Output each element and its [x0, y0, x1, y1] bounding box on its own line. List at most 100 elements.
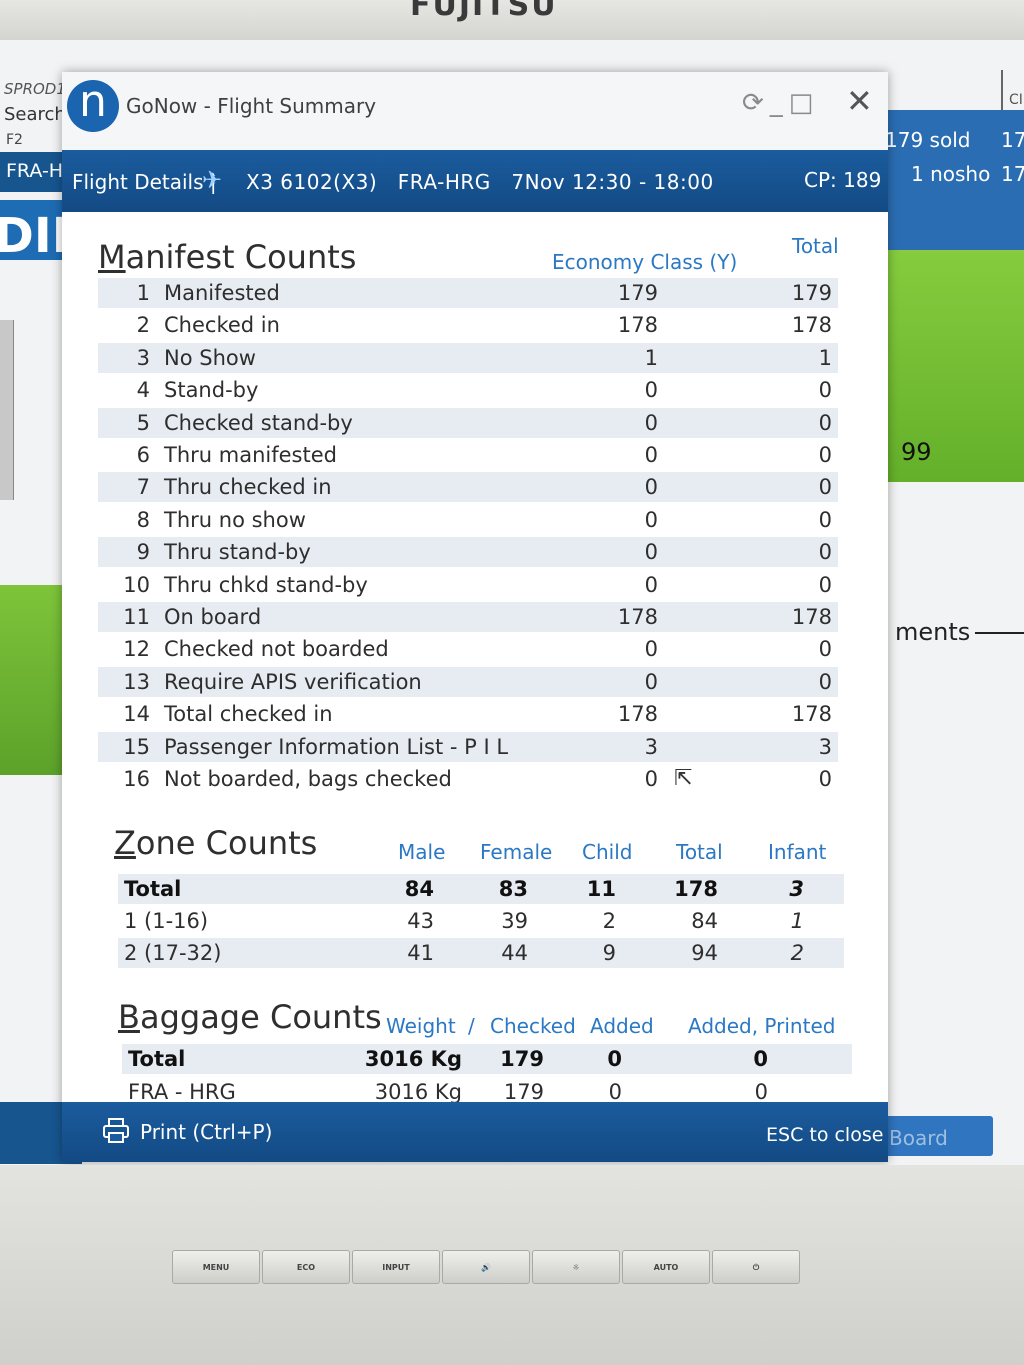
- col-total: Total: [792, 234, 839, 258]
- economy-value: 0: [644, 669, 658, 694]
- bg-route-bar: [0, 152, 70, 192]
- baggage-added-printed-value: 0: [754, 1080, 768, 1104]
- bg-board-button[interactable]: [885, 1116, 993, 1156]
- row-number: 7: [136, 475, 150, 500]
- col-weight: Weight: [386, 1014, 456, 1038]
- zone-child-value: 2: [602, 909, 616, 933]
- col-child: Child: [582, 840, 633, 864]
- row-label: Require APIS verification: [164, 669, 422, 694]
- col-separator: /: [468, 1014, 475, 1038]
- window-controls: ⟳_□: [742, 88, 819, 118]
- zone-male-value: 41: [407, 941, 434, 965]
- col-economy-class: Economy Class (Y): [552, 250, 738, 274]
- monitor-brand-logo: FUJITSU: [410, 0, 558, 23]
- row-label: Checked not boarded: [164, 637, 389, 662]
- total-value: 0: [818, 540, 832, 565]
- table-row: [122, 1044, 852, 1074]
- row-label: Stand-by: [164, 378, 259, 403]
- table-row: [98, 731, 838, 762]
- total-value: 0: [818, 767, 832, 791]
- monitor-button[interactable]: ☼: [532, 1250, 620, 1284]
- bg-environment-label: SPROD1: [4, 80, 66, 98]
- refresh-icon[interactable]: ⟳: [742, 88, 770, 118]
- monitor-button[interactable]: AUTO: [622, 1250, 710, 1284]
- printer-icon[interactable]: [102, 1118, 130, 1144]
- baggage-label: Total: [128, 1047, 186, 1071]
- bg-banner: [0, 200, 70, 260]
- row-number: 15: [123, 734, 150, 759]
- zone-female-value: 39: [501, 909, 528, 933]
- close-icon[interactable]: ✕: [846, 82, 873, 120]
- zone-infant-value: 2: [790, 941, 804, 965]
- row-number: 6: [136, 443, 150, 467]
- flight-details-bar: Flight Details | ✈ X3 6102(X3) FRA-HRG 7…: [62, 150, 888, 212]
- monitor-button[interactable]: INPUT: [352, 1250, 440, 1284]
- total-value: 0: [818, 443, 832, 467]
- screen: SPROD1 Search F2 FRA-H DIN CI 179 sold 1…: [0, 40, 1024, 1165]
- bg-stats-panel: [885, 110, 1024, 250]
- manifest-counts-title: Manifest Counts: [98, 238, 357, 276]
- table-row: [98, 278, 838, 308]
- row-label: Thru no show: [164, 507, 306, 532]
- row-label: Thru manifested: [164, 443, 337, 467]
- baggage-added-printed-value: 0: [753, 1047, 768, 1071]
- baggage-checked-value: 179: [500, 1047, 544, 1071]
- row-number: 12: [123, 637, 150, 662]
- bg-f2-hint: F2: [6, 132, 23, 148]
- bg-divider: [1001, 70, 1003, 110]
- zone-label: 2 (17-32): [124, 941, 222, 965]
- total-value: 178: [791, 313, 832, 338]
- monitor-button[interactable]: 🔊: [442, 1250, 530, 1284]
- table-row: [98, 407, 838, 438]
- col-female: Female: [480, 840, 553, 864]
- economy-value: 0: [644, 443, 658, 467]
- economy-value: 3: [644, 734, 658, 759]
- bg-sold-number: 17: [1001, 128, 1024, 152]
- background-app-right: CI 179 sold 17 1 nosho 17 99 ments Board: [885, 40, 1024, 1165]
- flight-datetime: 7Nov 12:30 - 18:00: [511, 170, 714, 194]
- zone-male-value: 43: [407, 909, 434, 933]
- baggage-weight-value: 3016 Kg: [364, 1047, 462, 1071]
- table-row: [98, 342, 838, 373]
- zone-child-value: 11: [586, 877, 616, 901]
- monitor-button[interactable]: ⏻: [712, 1250, 800, 1284]
- table-row: [118, 938, 844, 968]
- monitor-button[interactable]: ECO: [262, 1250, 350, 1284]
- minimize-icon[interactable]: _: [769, 88, 789, 118]
- zone-total-value: 94: [691, 941, 718, 965]
- zone-label: 1 (1-16): [124, 909, 209, 933]
- mouse-cursor-icon: ⇱: [674, 766, 693, 791]
- economy-value: 0: [644, 507, 658, 532]
- bg-noshow-count: 1 nosho: [911, 162, 991, 186]
- col-male: Male: [398, 840, 446, 864]
- row-label: Thru chkd stand-by: [164, 572, 368, 597]
- gonow-logo-icon: n: [67, 80, 119, 132]
- table-row: [118, 906, 844, 936]
- row-label: Checked stand-by: [164, 410, 353, 435]
- row-number: 1: [136, 281, 150, 305]
- bg-comments-label: ments: [895, 618, 971, 646]
- esc-close-hint[interactable]: ESC to close: [766, 1124, 884, 1146]
- zone-child-value: 9: [602, 941, 616, 965]
- cp-count: CP: 189: [804, 168, 882, 192]
- total-value: 0: [818, 507, 832, 532]
- row-label: Not boarded, bags checked: [164, 767, 452, 791]
- economy-value: 0: [644, 378, 658, 403]
- bg-green-panel: [0, 585, 70, 775]
- flight-info: X3 6102(X3) FRA-HRG 7Nov 12:30 - 18:00: [246, 170, 714, 194]
- monitor-button[interactable]: MENU: [172, 1250, 260, 1284]
- print-button[interactable]: Print (Ctrl+P): [140, 1120, 273, 1144]
- economy-value: 0: [644, 410, 658, 435]
- economy-value: 0: [644, 540, 658, 565]
- baggage-counts-title: Baggage Counts: [118, 998, 382, 1036]
- bg-search-label[interactable]: Search: [4, 104, 66, 125]
- row-number: 8: [136, 507, 150, 532]
- col-checked: Checked: [490, 1014, 576, 1038]
- zone-label: Total: [124, 877, 182, 901]
- total-value: 0: [818, 669, 832, 694]
- maximize-icon[interactable]: □: [788, 88, 820, 118]
- baggage-weight-value: 3016 Kg: [374, 1080, 462, 1104]
- total-value: 0: [818, 572, 832, 597]
- col-infant: Infant: [768, 840, 827, 864]
- row-label: Total checked in: [164, 702, 333, 727]
